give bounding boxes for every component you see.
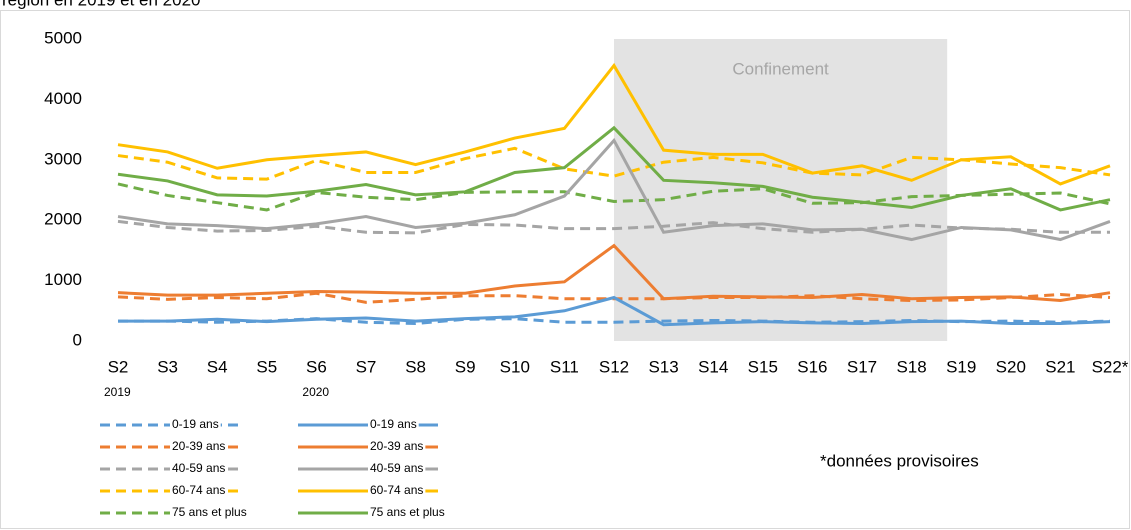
- note: *données provisoires: [820, 451, 979, 470]
- x-tick-label: S3: [157, 357, 178, 376]
- series-line: [117, 146, 1111, 181]
- x-tick-label: S14: [698, 357, 728, 376]
- series-line: [117, 125, 1111, 212]
- series-line: [117, 137, 1111, 242]
- legend-label-bg: [368, 439, 426, 454]
- legend-label-bg: [368, 417, 419, 432]
- y-tick-label: 4000: [44, 89, 82, 108]
- legend-label-bg: [170, 461, 228, 476]
- legend-label-bg: [170, 439, 228, 454]
- legend-label-bg: [368, 461, 426, 476]
- legend-label: 60-74 ans: [172, 483, 225, 497]
- legend-label: 40-59 ans: [172, 461, 225, 475]
- x-tick-label: S15: [748, 357, 778, 376]
- legend-label: 20-39 ans: [370, 439, 423, 453]
- legend-label-bg: [368, 505, 447, 520]
- y-tick-label: 2000: [44, 210, 82, 229]
- x-tick-label: S7: [356, 357, 377, 376]
- x-tick-label: S17: [847, 357, 877, 376]
- x-tick-label: S8: [405, 357, 426, 376]
- legend-label: 75 ans et plus: [172, 505, 247, 519]
- x-tick-label: S21: [1045, 357, 1075, 376]
- legend-label: 75 ans et plus: [370, 505, 445, 519]
- legend-label: 0-19 ans: [172, 417, 219, 431]
- x-tick-label: S5: [256, 357, 277, 376]
- x-tick-label: S12: [599, 357, 629, 376]
- legend-label: 20-39 ans: [172, 439, 225, 453]
- x-tick-label: S22*: [1092, 357, 1129, 376]
- shaded-label: Confinement: [732, 59, 829, 78]
- x-tick-label: S19: [946, 357, 976, 376]
- x-tick-label: S4: [207, 357, 228, 376]
- legend-label-bg: [368, 483, 426, 498]
- legend-label-bg: [170, 483, 228, 498]
- series-line: [117, 219, 1110, 235]
- legend-label: 0-19 ans: [370, 417, 417, 431]
- x-tick-label: S9: [455, 357, 476, 376]
- x-tick-label: S16: [797, 357, 827, 376]
- x-tick-label: S10: [500, 357, 530, 376]
- x-tick-label: S20: [996, 357, 1026, 376]
- series-line: [117, 62, 1111, 186]
- x-tick-label: S2: [108, 357, 129, 376]
- series-line: [117, 182, 1111, 212]
- series-line: [118, 295, 1111, 327]
- legend-label: 40-59 ans: [370, 461, 423, 475]
- series-line: [117, 243, 1111, 303]
- x-tick-label: S6: [306, 357, 327, 376]
- legend-label-bg: [170, 505, 249, 520]
- x-annotation: 2020: [302, 385, 329, 399]
- chart-title: région en 2019 et en 2020: [2, 0, 201, 9]
- y-tick-label: 3000: [44, 149, 82, 168]
- x-tick-label: S11: [550, 357, 579, 376]
- y-tick-label: 0: [73, 330, 82, 349]
- x-tick-label: S18: [896, 357, 926, 376]
- x-annotation: 2019: [104, 385, 131, 399]
- y-tick-label: 5000: [44, 28, 82, 47]
- x-tick-label: S13: [648, 357, 678, 376]
- chart-frame: [0, 10, 1130, 529]
- y-tick-label: 1000: [44, 270, 82, 289]
- legend-label: 60-74 ans: [370, 483, 423, 497]
- legend-label-bg: [170, 417, 221, 432]
